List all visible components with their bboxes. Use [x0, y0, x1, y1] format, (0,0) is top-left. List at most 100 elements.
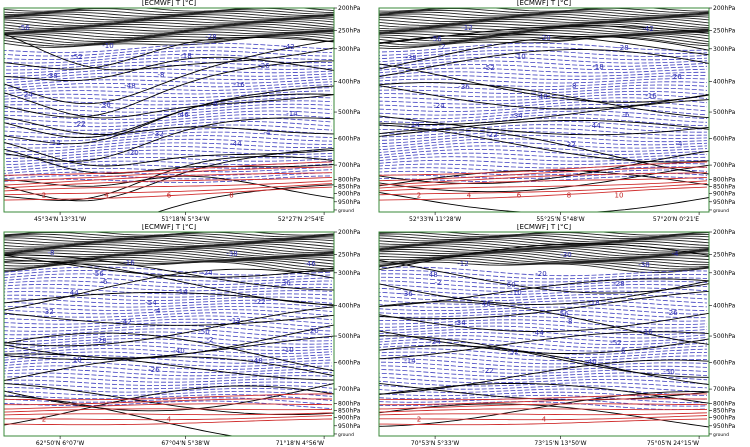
isotherm-label: -36	[401, 290, 413, 298]
isotherm-line-stratosphere	[379, 253, 709, 263]
isotherm-label: -6	[623, 111, 631, 119]
isotherm-line-stratosphere	[379, 234, 709, 241]
isotherm-label: -8	[48, 249, 55, 257]
x-location-label: 67°04'N 5°38'W	[161, 440, 209, 447]
isotherm-line-solid	[379, 99, 709, 125]
isotherm-label: -24	[433, 102, 445, 110]
isotherm-line-solid	[4, 155, 334, 201]
isotherm-label-positive: 2	[417, 192, 421, 200]
isotherm-line-dashed	[4, 369, 333, 377]
isotherm-label-positive: 4	[167, 416, 172, 424]
isotherm-label-positive: 4	[467, 192, 472, 200]
isotherm-label: -20	[307, 327, 318, 335]
pressure-level-label: 600hPa	[713, 136, 736, 143]
isotherm-line-dashed	[379, 60, 708, 68]
isotherm-line-solid	[4, 148, 334, 174]
isotherm-line-solid	[4, 116, 334, 136]
isotherm-label-positive: 6	[517, 192, 522, 200]
isotherm-label: -26	[666, 309, 678, 317]
pressure-level-label: 950hPa	[338, 423, 361, 430]
isotherm-line-stratosphere	[379, 248, 709, 257]
isotherm-line-stratosphere	[4, 22, 334, 31]
isotherm-label: -50	[198, 328, 209, 336]
isotherm-label: -32	[564, 141, 575, 149]
isotherm-line-positive	[379, 172, 708, 186]
isotherm-label: -14	[404, 357, 416, 365]
isotherm-line-dashed	[4, 280, 333, 288]
isotherm-label: -28	[613, 280, 624, 288]
isotherm-line-solid	[4, 37, 334, 70]
isotherm-line-dashed	[4, 315, 333, 324]
isotherm-label: -40	[585, 358, 596, 366]
isotherm-line-positive	[379, 412, 708, 417]
isotherm-label: -16	[645, 92, 657, 100]
isotherm-line-dashed	[4, 273, 333, 282]
isotherm-line-solid	[379, 312, 709, 333]
isotherm-line-positive	[379, 176, 708, 189]
isotherm-line-dashed	[379, 348, 708, 358]
isotherm-line-dashed	[379, 149, 708, 156]
isotherm-label: -4	[672, 250, 680, 258]
isotherm-label: -22	[254, 298, 265, 306]
isotherm-label: -48	[536, 93, 547, 101]
isotherm-line-dashed	[379, 287, 708, 296]
isotherm-label: -4	[154, 307, 162, 315]
isotherm-line-dashed	[4, 372, 333, 380]
isotherm-line-dashed	[4, 87, 333, 95]
cross-section-svg: [ECMWF] T [°C]-60-56-52-50-48-46-44-40-3…	[378, 224, 736, 447]
isotherm-line-positive	[4, 172, 333, 186]
isotherm-line-dashed	[4, 338, 333, 348]
isotherm-line-solid	[4, 383, 334, 412]
pressure-level-label: 200hPa	[713, 229, 736, 236]
x-location-label: 70°53'N 5°33'W	[411, 440, 459, 447]
isotherm-line-dashed	[379, 124, 708, 134]
isotherm-line-stratosphere	[4, 20, 334, 29]
isotherm-line-dashed	[4, 50, 333, 61]
isotherm-line-stratosphere	[4, 234, 334, 241]
isotherm-line-dashed	[379, 94, 708, 101]
isotherm-line-dashed	[379, 134, 708, 145]
isotherm-line-stratosphere	[4, 251, 334, 260]
isotherm-line-solid	[379, 85, 709, 110]
isotherm-line-positive	[4, 186, 333, 201]
isotherm-label: -2	[435, 279, 442, 287]
x-location-label: 55°25'N 5°48'W	[536, 216, 584, 223]
pressure-level-label: ground	[338, 208, 354, 214]
isotherm-line-dashed	[379, 78, 708, 84]
isotherm-line-solid	[379, 49, 709, 78]
pressure-level-label: 700hPa	[338, 386, 361, 393]
isotherm-line-stratosphere	[379, 36, 709, 49]
isotherm-line-stratosphere	[4, 248, 334, 257]
isotherm-line-positive	[379, 161, 708, 176]
pressure-level-label: 950hPa	[713, 423, 736, 430]
pressure-level-label: 250hPa	[713, 251, 736, 258]
isotherm-label: -28	[205, 33, 216, 41]
isotherm-line-solid	[156, 184, 334, 212]
isotherm-label: -2	[439, 43, 446, 51]
isotherm-line-stratosphere	[4, 14, 334, 21]
isotherm-line-solid	[379, 124, 709, 163]
isotherm-line-dashed	[379, 169, 708, 176]
isotherm-line-dashed	[379, 266, 708, 277]
isotherm-line-solid	[4, 39, 334, 105]
isotherm-line-stratosphere	[379, 237, 709, 244]
isotherm-label: -36	[279, 279, 291, 287]
isotherm-line-stratosphere	[4, 34, 334, 47]
isotherm-line-dashed	[379, 368, 708, 377]
isotherm-line-stratosphere	[4, 25, 334, 34]
isotherm-label: -32	[507, 348, 518, 356]
isotherm-line-stratosphere	[379, 19, 709, 28]
isotherm-label: -8	[570, 82, 577, 90]
isotherm-line-dashed	[4, 291, 333, 298]
isotherm-label: -12	[229, 317, 240, 325]
isotherm-line-positive	[4, 403, 333, 410]
isotherm-line-dashed	[4, 131, 333, 142]
isotherm-line-solid	[4, 332, 334, 372]
pressure-level-label: 700hPa	[713, 162, 736, 169]
isotherm-line-dashed	[4, 153, 333, 163]
isotherm-line-dashed	[4, 64, 333, 74]
isotherm-label: -12	[461, 24, 472, 32]
x-location-label: 73°15'N 13°50'W	[534, 440, 586, 447]
isotherm-line-dashed	[379, 90, 708, 98]
isotherm-line-dashed	[379, 166, 708, 172]
